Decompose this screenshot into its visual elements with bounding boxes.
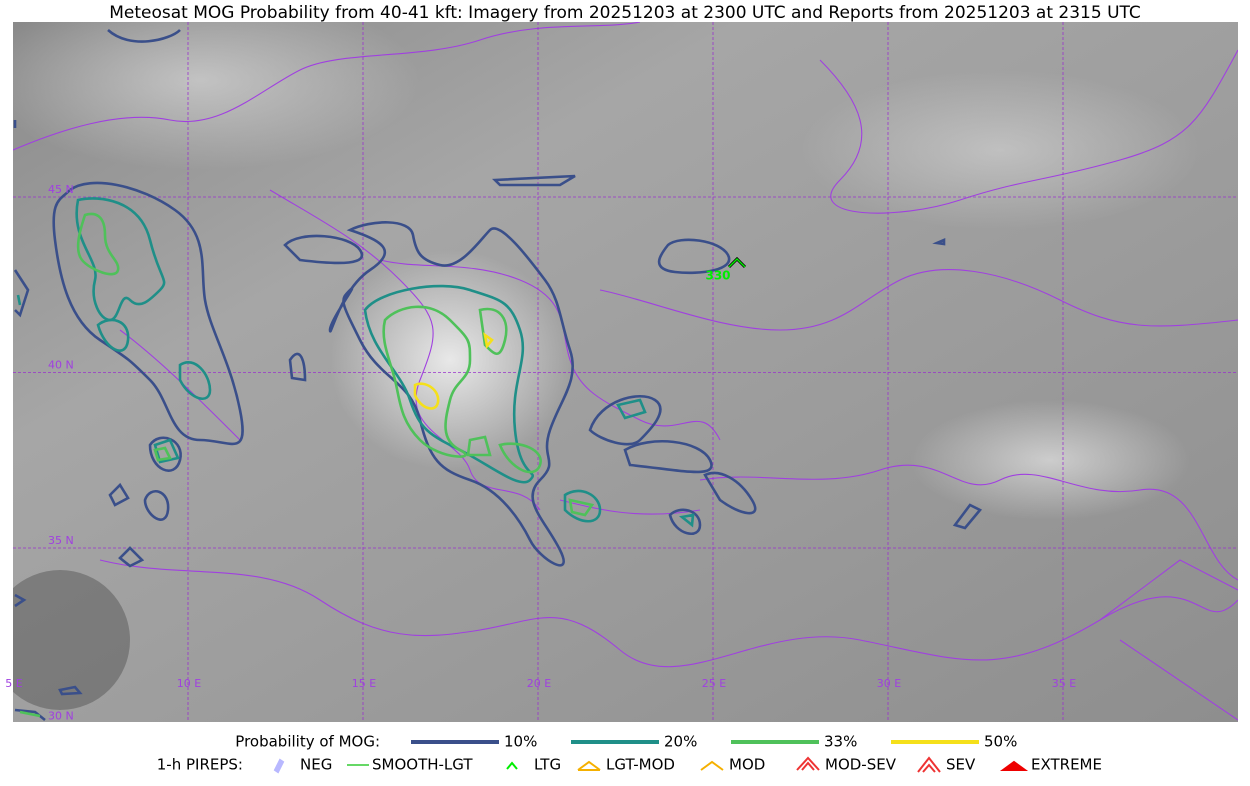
lon-label: 20 E xyxy=(527,677,551,690)
legend-label: MOD-SEV xyxy=(825,756,897,774)
legend-label: NEG xyxy=(300,756,332,774)
pirep-altitude: 330 xyxy=(705,269,730,283)
contours xyxy=(13,28,983,722)
legend-label: 20% xyxy=(664,733,697,751)
pirep-symbol xyxy=(273,758,285,774)
lon-label: 35 E xyxy=(1052,677,1076,690)
lat-label: 45 N xyxy=(48,183,74,196)
legend-label: EXTREME xyxy=(1031,756,1102,774)
pirep-symbol xyxy=(577,760,601,771)
pirep-symbol xyxy=(796,756,820,771)
cloud xyxy=(330,250,570,470)
graticule xyxy=(13,22,1238,722)
lat-label: 30 N xyxy=(48,710,74,723)
dark-area xyxy=(13,570,130,710)
pirep-symbol xyxy=(917,756,941,773)
legend: Probability of MOG: 10% 20% 33% 50% 1-h PIREP… xyxy=(157,733,1102,774)
legend-title: Probability of MOG: xyxy=(235,733,380,751)
lon-label: 25 E xyxy=(702,677,726,690)
lat-label: 35 N xyxy=(48,534,74,547)
legend-label: 10% xyxy=(504,733,537,751)
cloud xyxy=(13,22,420,170)
lon-label: 5 E xyxy=(5,677,22,690)
title: Meteosat MOG Probability from 40-41 kft:… xyxy=(109,3,1141,23)
legend-title: 1-h PIREPS: xyxy=(157,756,243,774)
legend-label: MOD xyxy=(729,756,765,774)
legend-label: 50% xyxy=(984,733,1017,751)
pirep-symbol xyxy=(999,760,1029,771)
legend-label: LGT-MOD xyxy=(606,756,675,774)
pirep-symbol xyxy=(700,760,724,771)
map: 330 xyxy=(13,22,1238,722)
lon-label: 15 E xyxy=(352,677,376,690)
legend-label: 33% xyxy=(824,733,857,751)
legend-label: SMOOTH-LGT xyxy=(372,756,473,774)
legend-label: SEV xyxy=(946,756,976,774)
pirep-symbol xyxy=(506,761,518,770)
pirep: 330 xyxy=(705,256,747,283)
lon-label: 30 E xyxy=(877,677,901,690)
legend-label: LTG xyxy=(534,756,561,774)
cloud xyxy=(800,70,1200,230)
lon-label: 10 E xyxy=(177,677,201,690)
lat-label: 40 N xyxy=(48,359,74,372)
cloud xyxy=(910,400,1190,520)
